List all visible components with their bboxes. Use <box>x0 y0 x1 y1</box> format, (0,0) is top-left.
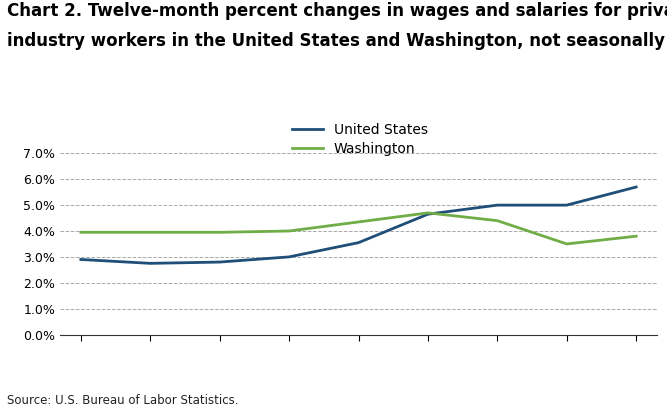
Washington <box>494 218 502 223</box>
United States <box>563 203 571 208</box>
United States <box>77 257 85 262</box>
Washington <box>285 228 293 233</box>
Washington <box>632 234 640 239</box>
Text: industry workers in the United States and Washington, not seasonally adjusted: industry workers in the United States an… <box>7 32 667 50</box>
Washington <box>354 219 362 224</box>
Washington <box>424 210 432 215</box>
Washington <box>77 230 85 235</box>
United States <box>632 185 640 190</box>
United States <box>215 260 223 265</box>
United States <box>146 261 154 266</box>
Line: United States: United States <box>81 187 636 263</box>
United States <box>285 254 293 259</box>
Line: Washington: Washington <box>81 213 636 244</box>
Legend: United States, Washington: United States, Washington <box>292 123 428 156</box>
United States <box>424 212 432 217</box>
United States <box>494 203 502 208</box>
Washington <box>563 242 571 247</box>
Text: Source: U.S. Bureau of Labor Statistics.: Source: U.S. Bureau of Labor Statistics. <box>7 394 238 407</box>
Washington <box>215 230 223 235</box>
United States <box>354 240 362 245</box>
Text: Chart 2. Twelve-month percent changes in wages and salaries for private: Chart 2. Twelve-month percent changes in… <box>7 2 667 20</box>
Washington <box>146 230 154 235</box>
